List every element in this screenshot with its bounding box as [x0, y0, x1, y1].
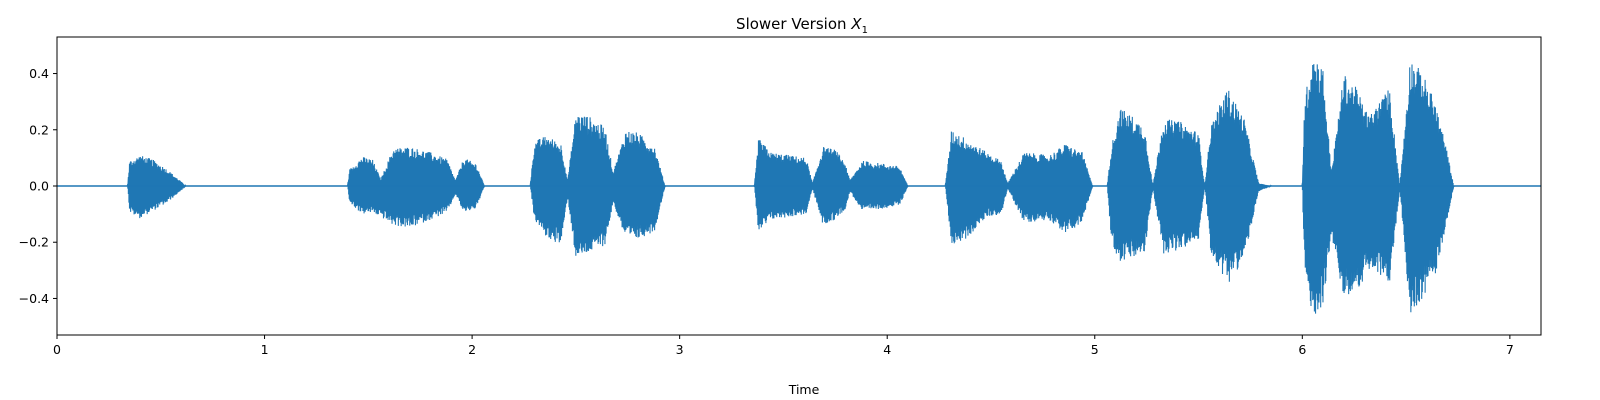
- y-tick-label: 0.0: [29, 179, 49, 194]
- x-tick-label: 7: [1506, 342, 1514, 357]
- x-tick-label: 5: [1091, 342, 1099, 357]
- x-tick-label: 1: [261, 342, 269, 357]
- y-tick-label: 0.2: [29, 122, 49, 137]
- y-tick-label: −0.4: [19, 291, 49, 306]
- y-tick-label: −0.2: [19, 235, 49, 250]
- waveform-series-0: [57, 64, 1541, 314]
- x-tick-label: 2: [468, 342, 476, 357]
- chart-title-symbol: X: [850, 15, 862, 33]
- chart-title-subscript: 1: [862, 25, 868, 36]
- chart-title: Slower Version X1: [736, 15, 868, 36]
- x-tick-label: 4: [883, 342, 891, 357]
- x-tick-label: 3: [676, 342, 684, 357]
- x-tick-label: 6: [1298, 342, 1306, 357]
- x-axis-label: Time: [788, 382, 820, 397]
- x-tick-label: 0: [53, 342, 61, 357]
- plot-area: 0 1 2 3 4 5 6 7 −0.4 −0.2 0.0 0.2 0.4: [19, 36, 1542, 357]
- chart-title-text: Slower Version: [736, 15, 851, 33]
- y-tick-label: 0.4: [29, 66, 49, 81]
